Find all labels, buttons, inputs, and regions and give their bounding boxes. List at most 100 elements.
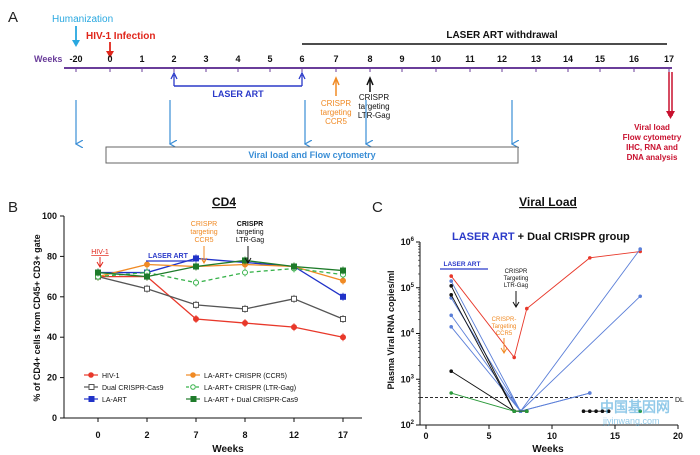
viral-y-tick-exponent: 4	[411, 329, 415, 335]
ltr-line-2: targeting	[358, 102, 389, 111]
viral-y-tick-exponent: 5	[411, 283, 415, 289]
cd4-series-line	[98, 275, 344, 338]
cd4-legend: HIV-1 LA-ART+ CRISPR (CCR5) Dual CRISPR-Ca…	[84, 372, 298, 404]
week-tick-label: 11	[465, 54, 475, 64]
viral-point	[449, 313, 454, 318]
cd4-x-tick-label: 0	[95, 430, 100, 440]
ccr5-line-2: targeting	[320, 108, 351, 117]
viral-point	[600, 409, 605, 414]
endpoint-arrow	[666, 111, 675, 119]
viral-point	[588, 391, 592, 395]
legend-swatch-marker	[88, 396, 95, 402]
viral-y-tick-exponent: 2	[411, 420, 415, 426]
cd4-y-tick-label: 40	[47, 332, 57, 342]
viral-point	[638, 294, 642, 299]
cd4-series-line	[97, 275, 344, 320]
viral-y-tick-exponent: 6	[411, 237, 415, 243]
cd4-y-tick-label: 0	[52, 413, 57, 423]
viral-ltr-line-3: LTR-Gag	[504, 283, 528, 289]
viral-flow-box	[105, 146, 519, 164]
viral-x-tick-label: 0	[423, 431, 428, 441]
week-tick-label: 8	[367, 54, 372, 64]
cd4-hiv-arrow	[96, 257, 104, 268]
viral-flow-label: Viral load and Flow cytometry	[248, 150, 375, 160]
week-ticks: -20 0 1 2 3 4 5 6 7 8 9 10 11 12 13 14 15 16 17	[69, 54, 674, 72]
week-tick-label: 7	[333, 54, 338, 64]
cd4-ccr5-line-3: CCR5	[194, 237, 213, 244]
cd4-ccr5-line-2: targeting	[190, 229, 217, 236]
viral-load-subtitle: LASER ART + Dual CRISPR group	[452, 231, 630, 243]
cd4-point	[340, 277, 346, 284]
viral-x-tick-label: 10	[547, 431, 557, 441]
viral-point	[638, 409, 642, 414]
humanization-label: Humanization	[52, 14, 113, 25]
viral-x-tick-label: 5	[486, 431, 491, 441]
legend-swatch-marker	[88, 372, 94, 378]
cd4-ccr5-arrow	[200, 246, 208, 264]
week-tick-label: 0	[107, 54, 112, 64]
cd4-point	[144, 285, 150, 292]
ccr5-line-3: CCR5	[325, 117, 347, 126]
cd4-point	[144, 261, 150, 268]
cd4-y-axis-label: % of CD4+ cells from CD45+ CD3+ gate	[32, 234, 42, 401]
cd4-ltr-line-1: CRISPR	[237, 221, 263, 228]
ltr-arrow	[366, 76, 374, 86]
viral-y-tick-label: 105	[401, 283, 415, 293]
legend-label: LA-ART+ CRISPR (LTR-Gag)	[204, 385, 296, 392]
subtitle-laser-art: LASER ART	[452, 231, 515, 243]
cd4-y-tick-label: 80	[47, 251, 57, 261]
laser-art-label: LASER ART	[212, 89, 264, 99]
cd4-chart-title: CD4	[212, 195, 236, 209]
legend-label: LA-ART	[102, 397, 127, 404]
cd4-point	[193, 263, 199, 270]
subtitle-dual-crispr: + Dual CRISPR group	[515, 231, 630, 243]
viral-point	[512, 355, 516, 360]
viral-series	[449, 247, 642, 414]
endpoint-line-3: IHC, RNA and	[626, 143, 678, 152]
viral-point	[581, 409, 586, 414]
cd4-x-axis-label: Weeks	[212, 444, 244, 455]
infection-arrowhead	[106, 51, 114, 58]
week-tick-label: 14	[563, 54, 573, 64]
viral-ltr-arrow	[512, 291, 520, 308]
viral-ltr-line-2: Targeting	[504, 276, 529, 282]
viral-point	[606, 409, 611, 414]
viral-point	[449, 274, 454, 278]
ccr5-line-1: CRISPR	[321, 99, 351, 108]
cd4-series-line	[97, 259, 344, 278]
week-tick-label: 3	[203, 54, 208, 64]
legend-swatch-marker	[190, 384, 196, 390]
viral-laser-annotation: LASER ART	[444, 261, 481, 268]
viral-x-axis-label: Weeks	[532, 444, 564, 455]
viral-y-tick-label: 103	[401, 374, 415, 384]
endpoint-line-4: DNA analysis	[627, 153, 678, 162]
cd4-series-line	[98, 257, 344, 298]
viral-point	[512, 409, 516, 414]
viral-point	[449, 279, 454, 283]
cd4-point	[242, 320, 248, 327]
week-tick-label: 12	[497, 54, 507, 64]
viral-ltr-line-1: CRISPR	[505, 269, 528, 275]
sampling-arrows	[76, 100, 512, 144]
cd4-ltr-line-2: targeting	[236, 229, 263, 236]
week-tick-label: 15	[595, 54, 605, 64]
cd4-point	[193, 255, 199, 262]
viral-ccr5-line-2: Targeting	[492, 324, 517, 330]
viral-ticks: 102 103 104 105 106 0 5 10 15 20	[401, 237, 683, 441]
cd4-y-tick-label: 100	[42, 211, 57, 221]
viral-point	[525, 409, 529, 414]
cd4-point	[340, 316, 346, 323]
viral-series-line	[450, 315, 590, 412]
cd4-point	[193, 301, 199, 308]
cd4-y-tick-label: 60	[47, 292, 57, 302]
cd4-point	[242, 305, 248, 312]
panel-b: B CD4 % of CD4+ cells from CD45+ CD3+ ga…	[8, 195, 362, 455]
cd4-point	[95, 269, 101, 276]
ccr5-arrow	[332, 76, 340, 86]
cd4-series-line	[97, 267, 344, 284]
laser-art-arrowheads	[170, 71, 306, 80]
viral-point	[449, 369, 454, 373]
viral-y-tick-label: 106	[401, 237, 415, 247]
cd4-hiv-annotation: HIV-1	[91, 249, 109, 256]
